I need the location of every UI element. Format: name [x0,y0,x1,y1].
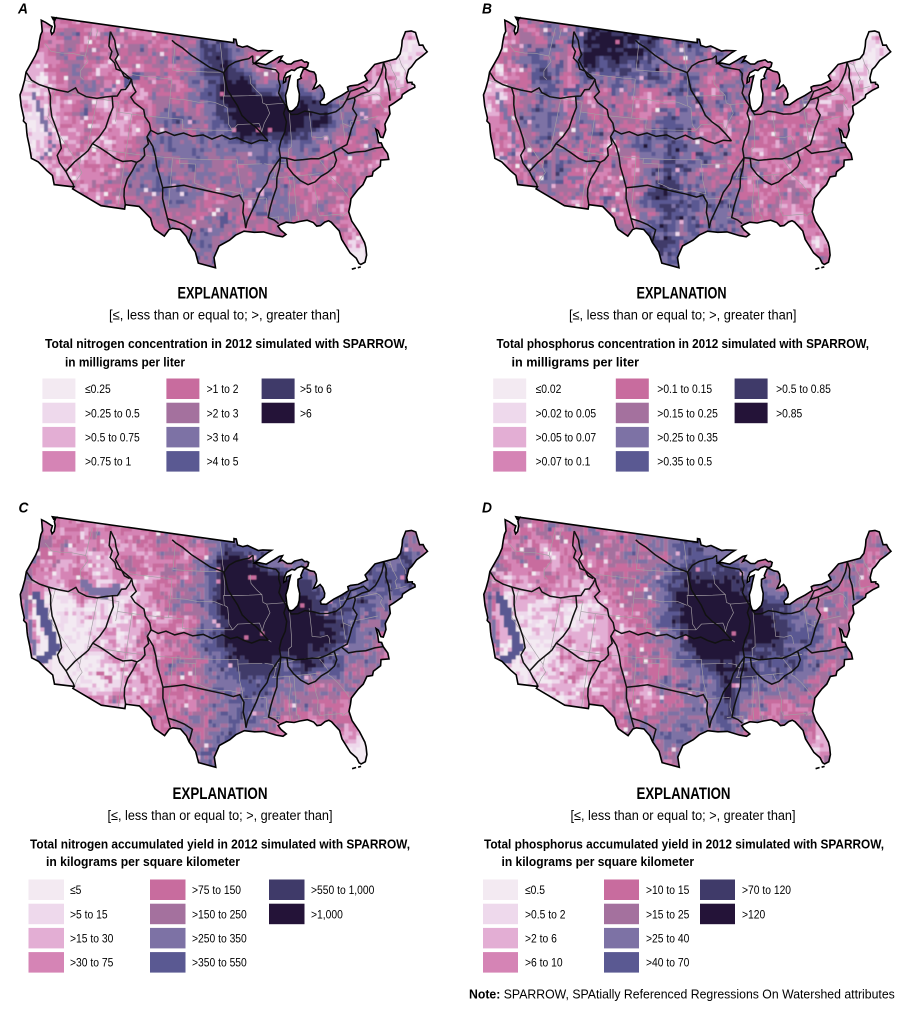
svg-text:>0.07 to 0.1: >0.07 to 0.1 [536,456,591,469]
svg-text:in milligrams per liter: in milligrams per liter [512,354,640,369]
svg-text:>4 to 5: >4 to 5 [207,456,239,469]
svg-text:>0.35 to 0.5: >0.35 to 0.5 [657,456,712,469]
svg-text:C: C [19,499,30,515]
svg-text:≤0.02: ≤0.02 [536,383,562,396]
svg-text:>0.5 to 2: >0.5 to 2 [525,909,565,922]
svg-text:>350 to 550: >350 to 550 [192,957,247,970]
svg-text:>15 to 30: >15 to 30 [70,933,113,946]
svg-text:>0.1 to 0.15: >0.1 to 0.15 [657,383,712,396]
svg-text:>25 to 40: >25 to 40 [646,933,689,946]
svg-text:>0.5 to 0.75: >0.5 to 0.75 [85,432,140,445]
svg-text:>5 to 6: >5 to 6 [300,383,332,396]
svg-text:>250 to 350: >250 to 350 [192,933,247,946]
svg-text:[≤, less than or equal to; >,: [≤, less than or equal to; >, greater th… [108,808,333,823]
svg-text:>40 to 70: >40 to 70 [646,957,689,970]
svg-text:in kilograms per square kilome: in kilograms per square kilometer [502,854,695,869]
svg-text:>0.05 to 0.07: >0.05 to 0.07 [536,432,597,445]
svg-text:≤0.25: ≤0.25 [85,383,111,396]
svg-text:Total phosphorus concentration: Total phosphorus concentration in 2012 s… [497,336,870,351]
svg-text:≤5: ≤5 [70,884,81,897]
svg-text:>1,000: >1,000 [311,909,343,922]
svg-text:>120: >120 [742,909,765,922]
svg-text:>550 to 1,000: >550 to 1,000 [311,884,374,897]
svg-text:[≤, less than or equal to; >,: [≤, less than or equal to; >, greater th… [569,307,797,322]
svg-text:>0.25 to 0.5: >0.25 to 0.5 [85,408,140,421]
svg-text:>0.15 to 0.25: >0.15 to 0.25 [657,408,718,421]
svg-text:>15 to 25: >15 to 25 [646,909,689,922]
svg-text:≤0.5: ≤0.5 [525,884,545,897]
svg-text:>0.25 to 0.35: >0.25 to 0.35 [657,432,718,445]
svg-text:Total phosphorus accumulated y: Total phosphorus accumulated yield in 20… [484,837,884,852]
svg-text:Total nitrogen concentration i: Total nitrogen concentration in 2012 sim… [45,336,408,351]
svg-text:Total nitrogen accumulated yie: Total nitrogen accumulated yield in 2012… [30,837,410,852]
svg-text:>2 to 3: >2 to 3 [207,408,239,421]
svg-text:EXPLANATION: EXPLANATION [173,785,268,803]
svg-text:[≤, less than or equal to; >,: [≤, less than or equal to; >, greater th… [109,307,340,322]
svg-text:D: D [482,499,492,515]
svg-text:[≤, less than or equal to; >,: [≤, less than or equal to; >, greater th… [571,808,796,823]
svg-text:in milligrams per liter: in milligrams per liter [65,354,185,369]
svg-text:>3 to 4: >3 to 4 [207,432,239,445]
svg-text:>0.75 to 1: >0.75 to 1 [85,456,131,469]
svg-text:>30 to 75: >30 to 75 [70,957,113,970]
svg-text:EXPLANATION: EXPLANATION [637,285,727,303]
svg-text:>5 to 15: >5 to 15 [70,909,108,922]
svg-text:B: B [482,0,492,16]
svg-text:in kilograms per square kilome: in kilograms per square kilometer [46,854,240,869]
svg-text:>6 to 10: >6 to 10 [525,957,563,970]
svg-text:>70 to 120: >70 to 120 [742,884,791,897]
svg-text:>150 to 250: >150 to 250 [192,909,247,922]
svg-text:>6: >6 [300,408,312,421]
svg-text:>2 to 6: >2 to 6 [525,933,557,946]
svg-text:>75 to 150: >75 to 150 [192,884,241,897]
svg-text:>0.85: >0.85 [776,408,802,421]
svg-text:>0.5 to 0.85: >0.5 to 0.85 [776,383,831,396]
svg-text:Note: SPARROW, SPAtially Refer: Note: SPARROW, SPAtially Referenced Regr… [469,986,895,1002]
svg-text:>0.02 to 0.05: >0.02 to 0.05 [536,408,597,421]
svg-text:>10 to 15: >10 to 15 [646,884,689,897]
svg-text:>1 to 2: >1 to 2 [207,383,239,396]
svg-text:EXPLANATION: EXPLANATION [637,785,731,803]
svg-text:EXPLANATION: EXPLANATION [178,285,268,303]
svg-text:A: A [17,0,28,16]
